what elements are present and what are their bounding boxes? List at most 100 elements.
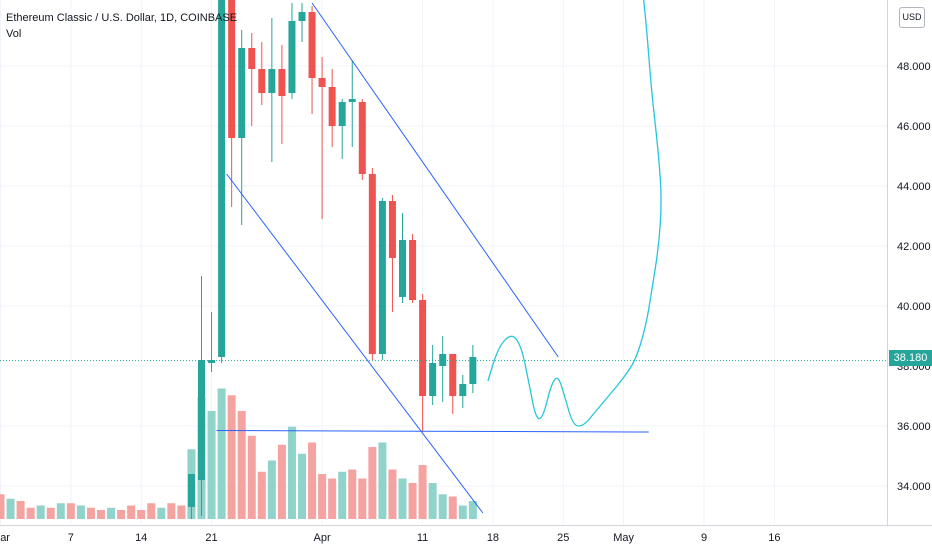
volume-bar [318, 474, 327, 519]
candle-body [439, 354, 447, 366]
volume-bar [26, 507, 35, 519]
time-axis[interactable]: Mar 7 14 21 Apr 11 18 25 May 9 16 [0, 532, 780, 544]
candle-body [198, 360, 205, 480]
volume-bar [267, 460, 276, 519]
candle [338, 99, 346, 159]
candle [399, 213, 406, 303]
volume-bar [46, 507, 55, 519]
candle [268, 18, 276, 162]
candle-body [208, 360, 216, 363]
candle-body [187, 474, 195, 507]
last-price-tag: 38.180 [889, 350, 932, 366]
candle [378, 198, 386, 360]
candle-body [469, 357, 477, 384]
volume-bar [378, 442, 387, 519]
candle-body [268, 69, 276, 93]
y-tick-label: 48.000 [897, 61, 931, 73]
candle-body [338, 102, 346, 126]
volume-bar [66, 503, 75, 519]
candle [238, 30, 246, 225]
candle-body [328, 87, 336, 126]
candle [258, 42, 266, 105]
price-axis[interactable]: 34.00036.00038.00040.00042.00044.00046.0… [897, 61, 931, 493]
volume-bar [368, 447, 377, 519]
grid [0, 0, 887, 525]
candle [198, 276, 205, 516]
volume-bar [438, 494, 447, 519]
volume-bar [117, 510, 126, 519]
candle [248, 33, 256, 126]
x-tick-label: 25 [557, 532, 569, 544]
volume-bar [257, 471, 266, 519]
symbol-title[interactable]: Ethereum Classic / U.S. Dollar, 1D, COIN… [6, 12, 238, 24]
volume-bars [0, 388, 477, 519]
volume-bar [36, 505, 45, 519]
volume-bar [0, 494, 5, 519]
candle [228, 0, 236, 207]
x-tick-label: 11 [417, 532, 428, 544]
volume-bar [298, 453, 306, 519]
candle-body [429, 363, 437, 396]
candle-body [399, 240, 406, 297]
candle-body [238, 48, 246, 138]
volume-bar [448, 496, 457, 519]
chart-legend: Ethereum Classic / U.S. Dollar, 1D, COIN… [6, 10, 237, 42]
volume-bar [408, 483, 417, 519]
volume-bar [6, 498, 15, 519]
trendline-horizontal-support[interactable] [216, 430, 649, 433]
candle [278, 45, 286, 144]
y-tick-label: 42.000 [897, 241, 931, 253]
volume-bar [418, 465, 427, 519]
projection-brush-path[interactable] [487, 0, 662, 427]
x-tick-label: May [613, 532, 634, 544]
x-tick-label: 16 [768, 532, 780, 544]
candle-body [419, 300, 427, 396]
candles [187, 0, 477, 519]
candle [208, 312, 216, 372]
candle-body [318, 78, 326, 87]
trendline-upper-channel[interactable] [311, 2, 559, 358]
x-tick-label: 9 [701, 532, 707, 544]
volume-bar [388, 469, 397, 519]
candle-body [288, 21, 296, 93]
volume-bar [107, 507, 116, 519]
volume-label[interactable]: Vol [6, 28, 22, 40]
candle-body [388, 201, 396, 258]
candle [388, 195, 396, 312]
drawings[interactable] [216, 0, 662, 514]
x-tick-label: Mar [0, 532, 10, 544]
candle [459, 375, 467, 408]
y-tick-label: 34.000 [897, 481, 931, 493]
candle [469, 345, 477, 393]
volume-bar [147, 503, 156, 519]
trendline-lower-channel[interactable] [226, 173, 484, 514]
volume-bar [16, 501, 25, 519]
candle-body [368, 174, 376, 354]
candle [218, 0, 226, 363]
volume-bar [177, 505, 186, 519]
x-tick-label: 14 [135, 532, 147, 544]
volume-bar [237, 411, 246, 519]
candle [419, 294, 427, 432]
volume-bar [157, 507, 166, 519]
volume-bar [328, 478, 337, 519]
candle-body [218, 0, 226, 357]
volume-bar [217, 388, 226, 519]
x-tick-label: 7 [68, 532, 74, 544]
candle [429, 345, 437, 405]
volume-bar [338, 471, 347, 519]
volume-bar [468, 501, 477, 519]
candle-body [298, 12, 306, 21]
volume-bar [56, 503, 65, 519]
candle-body [409, 240, 417, 300]
candle-body [278, 69, 286, 96]
candle [449, 354, 457, 414]
candle-body [258, 69, 266, 93]
candle [328, 69, 336, 147]
currency-button[interactable]: USD [899, 7, 925, 28]
candle-body [248, 48, 256, 69]
candle-body [378, 201, 386, 354]
y-tick-label: 44.000 [897, 181, 931, 193]
